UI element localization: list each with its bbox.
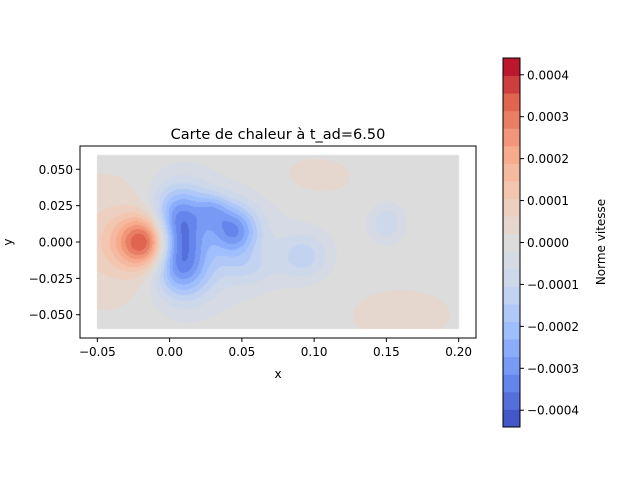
colorbar-band [503, 409, 520, 428]
colorbar-band [503, 339, 520, 358]
x-tick-label: 0.10 [301, 345, 328, 359]
colorbar-band [503, 356, 520, 375]
colorbar-tick-label: 0.0003 [527, 110, 569, 124]
y-tick-label: −0.025 [29, 272, 73, 286]
x-tick-label: 0.20 [445, 345, 472, 359]
colorbar-band [503, 181, 520, 199]
colorbar-band [503, 321, 520, 340]
colorbar-ticks: 0.0004 0.0003 0.0002 0.0001 0.0000 −0.0001 −0.… [520, 68, 579, 418]
y-tick-label: −0.050 [29, 308, 73, 322]
colorbar: 0.0004 0.0003 0.0002 0.0001 0.0000 −0.0001 −0.… [502, 57, 608, 428]
colorbar-tick-label: −0.0003 [527, 362, 579, 376]
x-axis: −0.05 0.00 0.05 0.10 0.15 0.20 [79, 338, 472, 359]
x-tick-label: 0.15 [373, 345, 400, 359]
colorbar-band [503, 251, 520, 270]
colorbar-band [503, 304, 520, 322]
chart-title: Carte de chaleur à t_ad=6.50 [171, 127, 386, 143]
plot-area [79, 145, 477, 339]
x-axis-label: x [274, 367, 281, 381]
colorbar-band [503, 75, 520, 94]
y-tick-label: 0.000 [39, 236, 73, 250]
colorbar-bands [503, 58, 520, 428]
colorbar-band [503, 374, 520, 393]
colorbar-tick-label: 0.0000 [527, 236, 569, 250]
heatmap-field [80, 146, 476, 338]
colorbar-band [503, 198, 520, 217]
colorbar-band [503, 286, 520, 305]
colorbar-tick-label: 0.0004 [527, 68, 569, 82]
colorbar-label: Norme vitesse [594, 199, 608, 285]
y-tick-label: 0.050 [39, 163, 73, 177]
y-tick-label: 0.025 [39, 199, 73, 213]
colorbar-band [503, 391, 520, 410]
colorbar-band [503, 163, 520, 182]
colorbar-tick-label: −0.0001 [527, 278, 579, 292]
colorbar-band [503, 233, 520, 252]
colorbar-band [503, 128, 520, 147]
colorbar-tick-label: −0.0004 [527, 404, 579, 418]
y-axis-label: y [1, 238, 15, 245]
colorbar-band [503, 93, 520, 112]
x-tick-label: 0.00 [156, 345, 183, 359]
colorbar-tick-label: 0.0001 [527, 194, 569, 208]
colorbar-tick-label: −0.0002 [527, 320, 579, 334]
colorbar-band [503, 58, 520, 76]
colorbar-band [503, 216, 520, 235]
colorbar-band [503, 110, 520, 129]
colorbar-band [503, 268, 520, 287]
x-tick-label: −0.05 [79, 345, 116, 359]
y-axis: 0.050 0.025 0.000 −0.025 −0.050 [29, 163, 80, 322]
colorbar-tick-label: 0.0002 [527, 152, 569, 166]
colorbar-band [503, 145, 520, 164]
x-tick-label: 0.05 [229, 345, 256, 359]
